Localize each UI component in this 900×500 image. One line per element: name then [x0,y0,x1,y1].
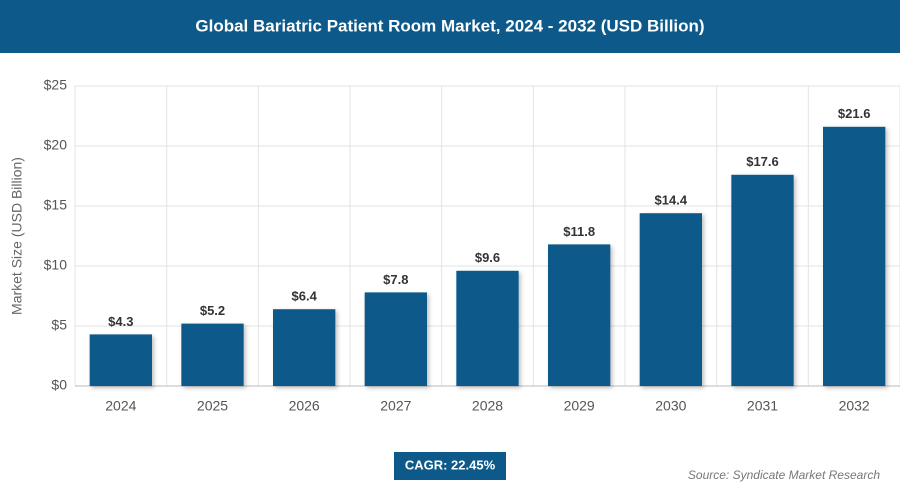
y-tick-label: $0 [51,377,67,393]
bar [639,213,702,386]
header-bar [0,0,900,53]
y-tick-label: $15 [44,197,68,213]
value-label: $6.4 [292,289,318,304]
bar [364,292,427,386]
x-tick-label: 2032 [839,398,870,414]
value-label: $7.8 [383,272,408,287]
x-tick-label: 2029 [564,398,595,414]
x-tick-label: 2030 [655,398,686,414]
x-tick-label: 2027 [380,398,411,414]
y-tick-label: $25 [44,77,68,93]
x-tick-label: 2028 [472,398,503,414]
y-tick-label: $10 [44,257,68,273]
bar [548,244,611,386]
bar [823,126,886,387]
y-axis-label: Market Size (USD Billion) [9,157,25,315]
x-tick-label: 2024 [105,398,136,414]
source: Source: Syndicate Market Research [688,468,880,482]
x-tick-label: 2025 [197,398,228,414]
y-tick-label: $5 [51,317,67,333]
value-label: $4.3 [108,314,133,329]
y-tick-label: $20 [44,137,68,153]
x-tick-label: 2031 [747,398,778,414]
cagr-label: CAGR: 22.45% [405,457,496,472]
value-label: $5.2 [200,303,225,318]
value-label: $11.8 [563,224,595,239]
value-label: $9.6 [475,250,500,265]
x-tick-label: 2026 [289,398,320,414]
bar [456,270,519,386]
value-label: $14.4 [655,193,688,208]
value-label: $21.6 [838,106,871,121]
bar [89,334,152,386]
bar [181,323,244,386]
bar [273,309,336,386]
chart-title: Global Bariatric Patient Room Market, 20… [195,16,704,35]
bar [731,174,794,386]
cagr-box [394,452,506,480]
value-label: $17.6 [746,154,779,169]
